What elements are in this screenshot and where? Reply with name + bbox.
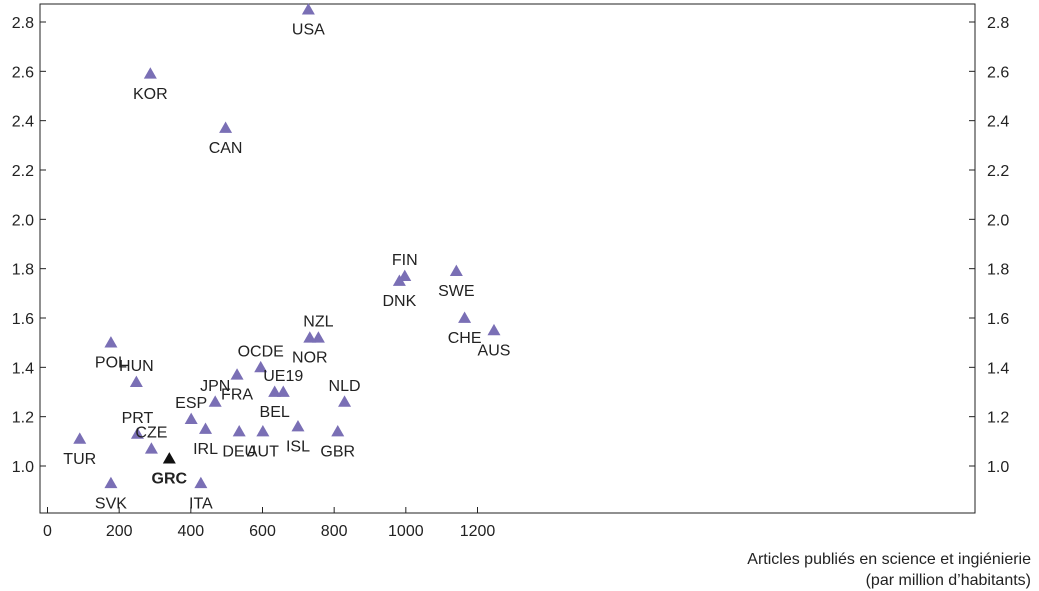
point-label-pol: POL [95,355,127,372]
point-marker-aus [487,323,501,336]
point-marker-deu [232,424,246,437]
x-tick-label: 1000 [388,523,424,540]
point-marker-jpn [208,395,222,407]
point-marker-swe [449,264,463,277]
point-marker-pol [104,336,118,348]
point-label-gbr: GBR [320,443,355,460]
y-axis-left: 1.0 1.2 1.4 1.6 1.8 2.0 2.2 2.4 2.6 2.8 [12,15,46,476]
point-marker-can [219,121,233,133]
point-marker-che [458,311,472,323]
x-axis: 0 200 400 600 800 1000 1200 [43,507,495,540]
point-label-can: CAN [209,140,243,157]
y-tick-label-left: 1.0 [12,459,34,476]
point-label-svk: SVK [95,495,127,512]
point-marker-nld [338,395,352,407]
point-marker-prt [130,427,144,439]
x-tick-label: 0 [43,523,52,540]
y-tick-label-left: 2.8 [12,15,34,32]
y-tick-label-right: 1.0 [987,459,1009,476]
y-tick-label-left: 2.6 [12,64,34,81]
y-tick-label-left: 1.8 [12,262,34,279]
x-tick-label: 1200 [460,523,496,540]
point-marker-fra [230,368,244,380]
point-label-nzl: NZL [303,314,333,331]
point-label-isl: ISL [286,439,310,456]
point-marker-gbr [331,424,345,437]
x-axis-title: Articles publiés en science et ingiénier… [747,549,1031,591]
y-tick-label-left: 2.0 [12,212,34,229]
point-label-che: CHE [448,330,482,347]
y-tick-label-left: 1.2 [12,410,34,427]
point-label-fin: FIN [392,252,418,269]
y-tick-label-right: 2.8 [987,15,1009,32]
point-label-usa: USA [292,22,325,39]
y-tick-label-right: 1.4 [987,360,1009,377]
y-tick-label-right: 2.4 [987,114,1009,131]
point-marker-bel [268,385,282,397]
point-label-tur: TUR [63,451,96,468]
y-tick-label-right: 2.2 [987,163,1009,180]
point-label-esp: ESP [175,395,207,412]
point-label-deu: DEU [222,443,256,460]
y-tick-label-right: 1.6 [987,311,1009,328]
point-marker-cze [144,442,158,454]
x-tick-label: 200 [106,523,133,540]
point-marker-isl [291,420,305,432]
point-label-dnk: DNK [382,293,416,310]
x-tick-label: 400 [177,523,204,540]
point-label-prt: PRT [122,410,154,427]
point-marker-irl [199,422,213,434]
y-tick-label-right: 2.0 [987,212,1009,229]
x-tick-label: 800 [321,523,348,540]
y-tick-label-left: 2.4 [12,114,34,131]
point-label-aut: AUT [247,443,279,460]
point-label-aus: AUS [478,342,511,359]
point-label-bel: BEL [260,404,290,421]
point-label-hun: HUN [119,358,154,375]
point-label-cze: CZE [135,425,167,442]
point-label-grc: GRC [152,471,188,488]
point-marker-tur [73,432,87,444]
point-label-swe: SWE [438,283,474,300]
point-marker-hun [129,375,143,388]
point-marker-svk [104,476,118,489]
point-label-irl: IRL [193,441,218,458]
point-marker-fin [398,269,412,281]
point-marker-aut [256,424,270,437]
y-tick-label-left: 1.6 [12,311,34,328]
point-label-nld: NLD [329,378,361,395]
y-tick-label-right: 1.2 [987,410,1009,427]
point-marker-grc [162,452,176,464]
y-axis-right: 1.0 1.2 1.4 1.6 1.8 2.0 2.2 2.4 2.6 2.8 [969,15,1009,476]
point-marker-dnk [392,274,406,286]
y-tick-label-right: 2.6 [987,64,1009,81]
point-marker-nor [303,331,317,343]
x-axis-title-line-1: Articles publiés en science et ingiénier… [747,551,1031,568]
x-tick-label: 600 [249,523,276,540]
point-marker-ita [194,476,208,489]
plot-area-frame [39,3,976,514]
point-marker-ocde [254,360,268,373]
point-label-nor: NOR [292,350,328,367]
y-tick-label-left: 1.4 [12,360,34,377]
point-marker-usa [301,3,315,15]
point-marker-kor [143,67,157,79]
point-marker-ue19 [276,385,290,397]
point-marker-nzl [311,331,325,343]
y-tick-label-left: 2.2 [12,163,34,180]
y-tick-label-right: 1.8 [987,262,1009,279]
point-label-ocde: OCDE [238,343,284,360]
x-axis-title-line-2: (par million d’habitants) [865,572,1031,589]
point-label-jpn: JPN [200,378,230,395]
point-label-ita: ITA [189,495,213,512]
point-label-kor: KOR [133,86,168,103]
point-label-fra: FRA [221,387,253,404]
point-marker-esp [184,412,198,425]
point-label-ue19: UE19 [263,368,303,385]
